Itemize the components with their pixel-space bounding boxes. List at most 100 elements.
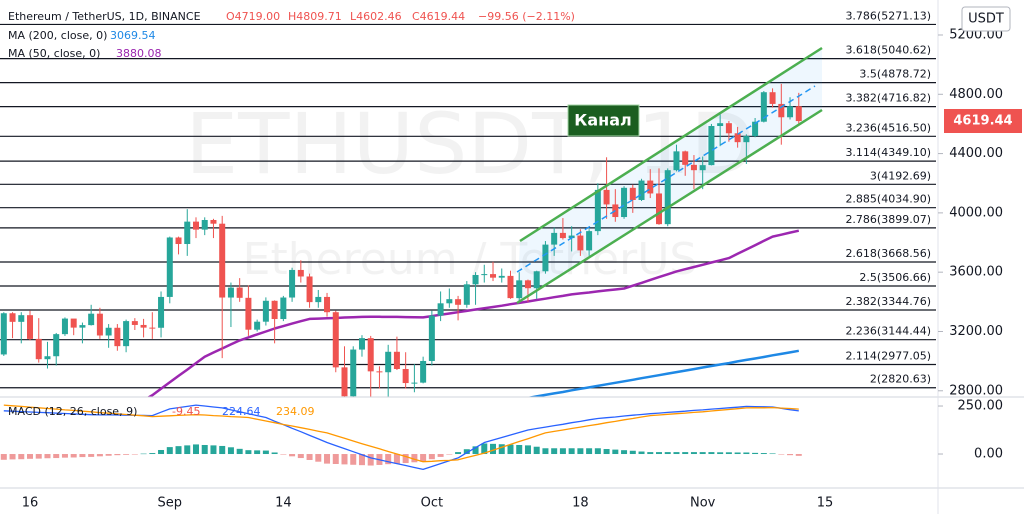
y-tick-label: 4400.00 bbox=[949, 146, 1003, 161]
currency-box[interactable] bbox=[961, 6, 1011, 32]
macd-histogram-bar bbox=[315, 454, 322, 462]
ma50-value: 3880.08 bbox=[116, 47, 162, 60]
legend-low: L4602.46 bbox=[350, 10, 402, 23]
candle-body bbox=[420, 360, 427, 383]
x-tick-label: 15 bbox=[817, 496, 834, 511]
candle-body bbox=[586, 231, 593, 251]
legend-change: −99.56 (−2.11%) bbox=[478, 10, 575, 23]
candle-body bbox=[105, 327, 112, 336]
candle-body bbox=[201, 219, 208, 230]
macd-histogram-bar bbox=[472, 446, 479, 455]
macd-histogram-bar bbox=[262, 450, 269, 455]
watermark: ETHUSDT, 1D bbox=[185, 95, 755, 193]
macd-histogram-bar bbox=[53, 454, 60, 459]
candle-body bbox=[53, 334, 60, 357]
candle-body bbox=[603, 189, 610, 205]
candle-body bbox=[551, 232, 558, 245]
fib-label: 2.786(3899.07) bbox=[845, 213, 931, 226]
macd-histogram-bar bbox=[621, 450, 628, 455]
x-tick-label: 18 bbox=[572, 496, 589, 511]
macd-histogram-bar bbox=[673, 452, 680, 455]
candle-body bbox=[411, 382, 418, 384]
candle-body bbox=[315, 296, 322, 303]
candle-body bbox=[236, 287, 243, 298]
candle-body bbox=[358, 338, 365, 350]
legend-open: O4719.00 bbox=[226, 10, 280, 23]
candle-body bbox=[289, 269, 296, 298]
macd-histogram-bar bbox=[254, 450, 261, 455]
candle-body bbox=[516, 280, 523, 299]
x-tick-label: Oct bbox=[421, 496, 443, 511]
channel-upper bbox=[519, 46, 823, 243]
macd-histogram-bar bbox=[358, 454, 365, 466]
candle-body bbox=[524, 280, 531, 289]
macd-histogram-bar bbox=[402, 454, 409, 464]
candle-body bbox=[699, 165, 706, 171]
candle-body bbox=[760, 92, 767, 122]
macd-histogram-bar bbox=[760, 453, 767, 455]
candle-body bbox=[507, 275, 514, 299]
macd-histogram-bar bbox=[577, 448, 584, 455]
candle-body bbox=[367, 338, 374, 372]
macd-histogram-bar bbox=[175, 446, 182, 455]
macd-histogram-bar bbox=[664, 452, 671, 455]
candle-body bbox=[254, 321, 261, 330]
ma50-label: MA (50, close, 0) bbox=[8, 47, 100, 60]
candle-body bbox=[131, 321, 138, 325]
macd-histogram-bar bbox=[324, 454, 331, 464]
macd-histogram-bar bbox=[158, 449, 165, 455]
candle-body bbox=[769, 92, 776, 104]
legend-close: C4619.44 bbox=[412, 10, 465, 23]
macd-histogram-bar bbox=[271, 452, 278, 455]
macd-histogram-bar bbox=[446, 454, 453, 455]
macd-histogram-bar bbox=[455, 452, 462, 455]
macd-histogram-bar bbox=[542, 448, 549, 455]
macd-histogram-bar bbox=[79, 454, 86, 458]
macd-histogram-bar bbox=[629, 450, 636, 455]
candle-body bbox=[297, 269, 304, 277]
macd-histogram-bar bbox=[123, 454, 130, 455]
y-tick-label: 4000.00 bbox=[949, 205, 1003, 220]
macd-histogram-bar bbox=[717, 452, 724, 455]
candle-body bbox=[621, 187, 628, 218]
macd-histogram-bar bbox=[498, 444, 505, 455]
macd-histogram-bar bbox=[280, 454, 287, 455]
y-tick-label: 2800.00 bbox=[949, 383, 1003, 398]
candle-body bbox=[61, 318, 68, 335]
candle-body bbox=[402, 368, 409, 384]
candle-body bbox=[70, 318, 77, 328]
macd-histogram-bar bbox=[612, 449, 619, 455]
candle-body bbox=[27, 315, 34, 339]
macd-histogram-bar bbox=[734, 452, 741, 455]
macd-histogram-bar bbox=[149, 453, 156, 455]
candle-body bbox=[96, 313, 103, 336]
moving-averages bbox=[146, 229, 800, 397]
currency[interactable]: USDT bbox=[968, 12, 1004, 27]
fib-label: 3.114(4349.10) bbox=[845, 146, 931, 159]
macd-histogram-bar bbox=[131, 454, 138, 455]
candle-body bbox=[463, 284, 470, 305]
candle-body bbox=[752, 121, 759, 137]
candle-body bbox=[0, 313, 7, 355]
macd-histogram-bar bbox=[70, 454, 77, 458]
macd-histogram-bar bbox=[44, 454, 51, 459]
annotation: Канал bbox=[574, 111, 631, 130]
fib-label: 3.5(4878.72) bbox=[859, 68, 931, 81]
macd-label: MACD (12, 26, close, 9) bbox=[8, 405, 137, 418]
candle-body bbox=[629, 187, 636, 200]
macd-histogram-bar bbox=[725, 452, 732, 455]
candle-body bbox=[140, 324, 147, 328]
macd-histogram-bar bbox=[245, 450, 252, 455]
legend-high: H4809.71 bbox=[288, 10, 342, 23]
macd-histogram-bar bbox=[236, 448, 243, 455]
candle-body bbox=[175, 237, 182, 245]
macd-histogram-bar bbox=[350, 454, 357, 465]
candle-body bbox=[123, 321, 130, 347]
candle-body bbox=[472, 274, 479, 285]
macd-histogram-bar bbox=[385, 454, 392, 465]
macd-histogram-bar bbox=[463, 449, 470, 455]
fib-label: 3.618(5040.62) bbox=[845, 44, 931, 57]
candle-body bbox=[245, 297, 252, 330]
candle-body bbox=[568, 235, 575, 239]
